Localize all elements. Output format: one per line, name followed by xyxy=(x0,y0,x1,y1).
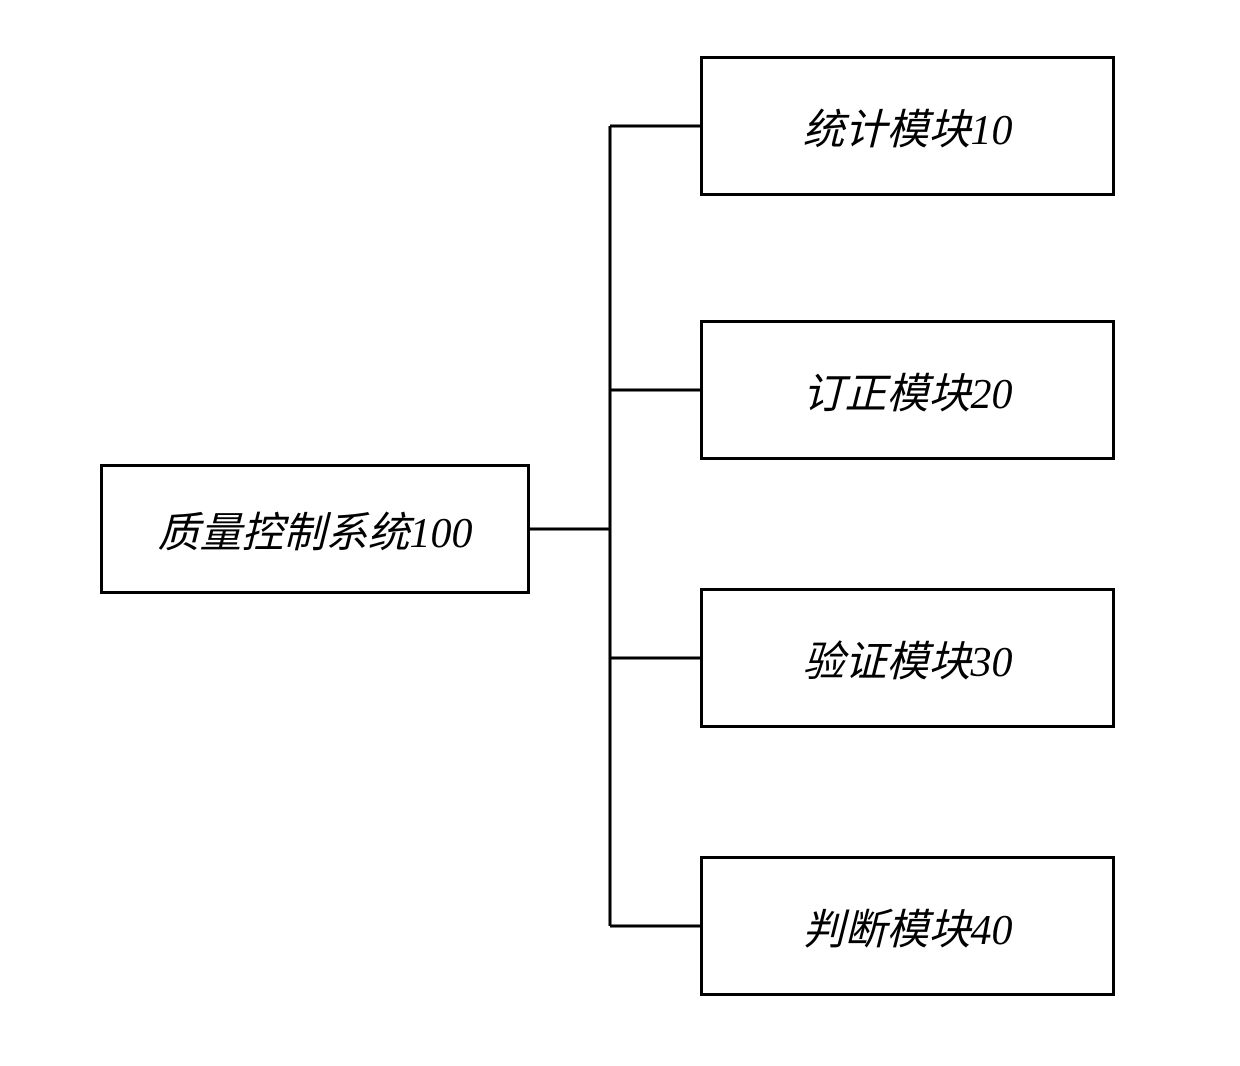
child-node-1: 订正模块20 xyxy=(700,320,1115,460)
root-node: 质量控制系统100 xyxy=(100,464,530,594)
child-node-0: 统计模块10 xyxy=(700,56,1115,196)
child-label-1: 订正模块20 xyxy=(802,360,1012,421)
child-label-3: 判断模块40 xyxy=(802,896,1012,957)
child-label-2: 验证模块30 xyxy=(802,628,1012,689)
root-label: 质量控制系统100 xyxy=(157,499,472,560)
child-label-0: 统计模块10 xyxy=(802,96,1012,157)
child-node-2: 验证模块30 xyxy=(700,588,1115,728)
child-node-3: 判断模块40 xyxy=(700,856,1115,996)
